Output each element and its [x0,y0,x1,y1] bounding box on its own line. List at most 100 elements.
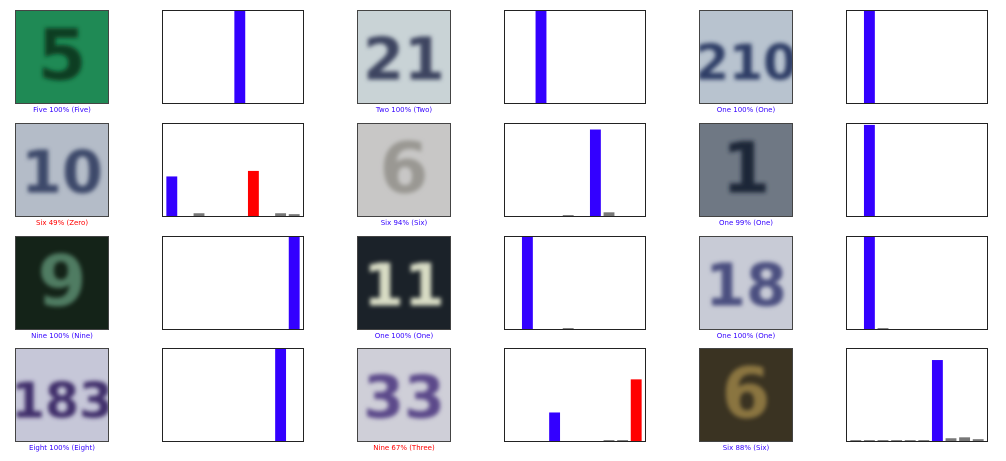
prediction-caption: Six 88% (Six) [722,444,770,452]
bar-class-8 [959,437,971,441]
bar-class-9 [288,237,300,329]
bar-class-0 [166,176,178,216]
probability-bar-chart [162,348,304,442]
digit-thumbnail: 21 [357,10,451,104]
bar-class-4 [904,440,916,441]
digit-thumbnail: 9 [15,236,109,330]
probability-bar-chart [846,10,988,104]
bar-class-1 [521,237,533,329]
prediction-caption: One 100% (One) [374,332,434,340]
prediction-caption: Nine 100% (Nine) [31,332,93,340]
digit-thumbnail: 183 [15,348,109,442]
digit-image: 11 [358,237,450,329]
prediction-caption: Nine 67% (Three) [373,444,435,452]
bar-class-1 [863,440,875,441]
bar-class-2 [535,11,547,103]
bar-class-1 [863,124,875,216]
prediction-caption: One 99% (One) [719,219,773,227]
digit-thumbnail: 6 [699,348,793,442]
digit-glyph: 6 [721,353,770,435]
digit-image: 18 [700,237,792,329]
bar-plot-area [288,237,300,329]
digit-thumbnail: 11 [357,236,451,330]
prediction-caption: Six 94% (Six) [380,219,428,227]
probability-bar-chart [846,348,988,442]
bar-class-3 [549,412,561,441]
bar-plot-area [562,129,615,216]
probability-bar-chart [162,123,304,217]
prediction-caption: Five 100% (Five) [33,106,91,114]
bar-class-2 [877,440,889,441]
bar-class-5 [918,440,930,441]
digit-image: 5 [16,11,108,103]
bar-plot-area [275,349,287,441]
digit-glyph: 6 [379,128,428,210]
digit-thumbnail: 5 [15,10,109,104]
prediction-caption: Two 100% (Two) [375,106,433,114]
digit-glyph: 9 [37,241,86,323]
digit-glyph: 210 [700,35,792,92]
digit-image: 183 [16,349,108,441]
digit-glyph: 10 [21,138,103,207]
digit-glyph: 1 [721,128,770,210]
digit-thumbnail: 210 [699,10,793,104]
bar-class-2 [877,328,889,329]
bar-plot-area [521,237,574,329]
digit-image: 10 [16,124,108,216]
probability-bar-chart [504,236,646,330]
bar-plot-area [850,360,984,441]
bar-class-9 [288,214,300,216]
bar-plot-area [863,124,875,216]
bar-class-0 [850,440,862,441]
bar-class-6 [931,360,943,441]
bar-class-9 [972,439,984,441]
digit-image: 210 [700,11,792,103]
digit-glyph: 21 [363,25,445,94]
digit-image: 6 [700,349,792,441]
probability-bar-chart [846,236,988,330]
bar-class-6 [589,129,601,216]
digit-thumbnail: 6 [357,123,451,217]
bar-class-2 [193,213,205,216]
bar-plot-area [535,11,547,103]
digit-image: 9 [16,237,108,329]
probability-bar-chart [162,236,304,330]
digit-thumbnail: 18 [699,236,793,330]
bar-class-8 [275,213,287,216]
digit-thumbnail: 1 [699,123,793,217]
probability-bar-chart [846,123,988,217]
digit-image: 6 [358,124,450,216]
bar-class-7 [603,440,615,441]
prediction-caption: Six 49% (Zero) [35,219,89,227]
digit-thumbnail: 10 [15,123,109,217]
prediction-caption: Eight 100% (Eight) [29,444,95,452]
digit-glyph: 183 [16,373,108,430]
bar-class-3 [891,440,903,441]
digit-glyph: 5 [37,15,86,97]
bar-plot-area [166,170,300,216]
digit-image: 1 [700,124,792,216]
bar-class-7 [603,212,615,216]
bar-class-5 [234,11,246,103]
probability-bar-chart [504,10,646,104]
bar-class-8 [617,440,629,441]
digit-glyph: 11 [363,251,445,320]
probability-bar-chart [162,10,304,104]
bar-plot-area [863,11,875,103]
bar-class-4 [562,328,574,329]
bar-plot-area [234,11,246,103]
digit-image: 33 [358,349,450,441]
probability-bar-chart [504,348,646,442]
bar-class-1 [863,11,875,103]
digit-glyph: 33 [363,363,445,432]
digit-thumbnail: 33 [357,348,451,442]
bar-class-1 [863,237,875,329]
bar-class-4 [562,215,574,216]
probability-bar-chart [504,123,646,217]
bar-class-8 [275,349,287,441]
bar-class-6 [247,170,259,216]
digit-image: 21 [358,11,450,103]
prediction-caption: One 100% (One) [716,332,776,340]
bar-class-7 [945,438,957,441]
